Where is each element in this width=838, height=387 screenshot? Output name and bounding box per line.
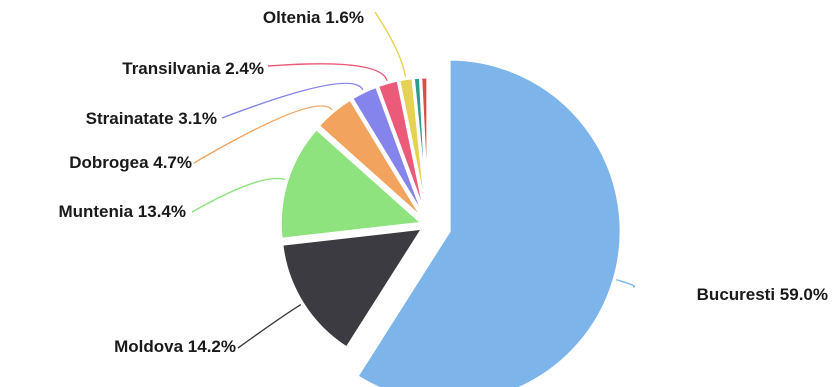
leader-lines bbox=[191, 11, 636, 349]
leader-line-oltenia bbox=[374, 11, 407, 77]
slice-label-oltenia: Oltenia 1.6% bbox=[263, 8, 364, 27]
pie-slice-moldova bbox=[280, 226, 426, 351]
leader-line-muntenia bbox=[191, 177, 286, 213]
leader-line-transilvania bbox=[267, 63, 388, 81]
slice-labels: Bucuresti 59.0% Moldova 14.2% Muntenia 13.… bbox=[58, 8, 828, 356]
leader-line-moldova bbox=[237, 303, 302, 349]
pie-slice-bucuresti bbox=[354, 57, 623, 387]
slice-label-muntenia: Muntenia 13.4% bbox=[58, 202, 186, 221]
slice-label-strainatate: Strainatate 3.1% bbox=[86, 109, 217, 128]
pie-slice-unlabeled-8 bbox=[419, 75, 430, 220]
slice-label-bucuresti: Bucuresti 59.0% bbox=[697, 285, 828, 304]
pie-slice-muntenia bbox=[278, 126, 426, 241]
slices bbox=[278, 57, 623, 387]
slice-label-transilvania: Transilvania 2.4% bbox=[122, 59, 264, 78]
leader-line-strainatate bbox=[221, 82, 364, 119]
slice-label-dobrogea: Dobrogea 4.7% bbox=[69, 153, 192, 172]
leader-line-bucuresti bbox=[616, 279, 636, 288]
slice-label-moldova: Moldova 14.2% bbox=[114, 337, 236, 356]
leader-line-dobrogea bbox=[193, 105, 333, 164]
